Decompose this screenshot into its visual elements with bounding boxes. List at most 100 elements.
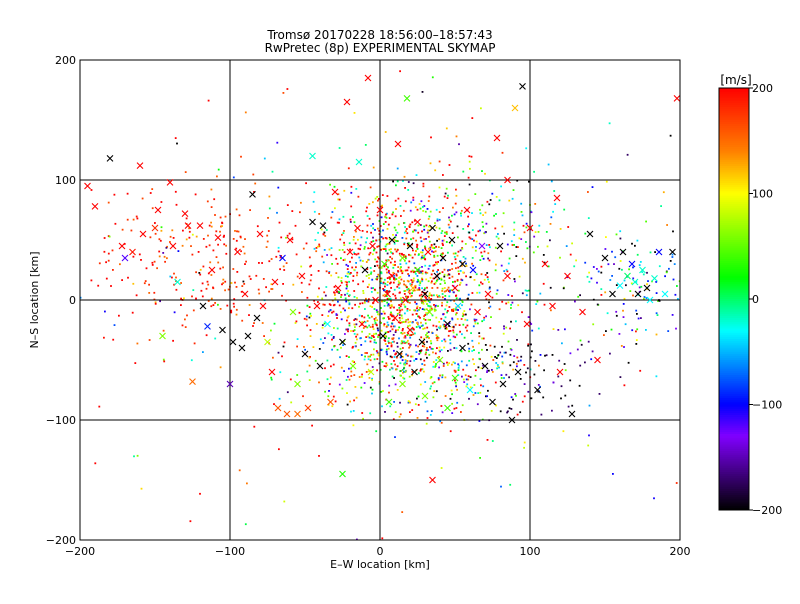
background-point — [442, 362, 445, 365]
background-point — [366, 230, 368, 233]
colorbar-segment — [719, 187, 749, 190]
background-point — [402, 347, 404, 349]
colorbar-segment — [719, 343, 749, 346]
background-point — [516, 179, 519, 182]
background-point — [398, 307, 401, 309]
background-point — [438, 366, 440, 369]
background-point — [340, 366, 343, 369]
background-point — [396, 365, 399, 368]
background-point — [370, 231, 372, 234]
colorbar-segment — [719, 328, 749, 332]
background-point — [435, 294, 438, 297]
background-point — [328, 248, 331, 251]
background-point — [352, 275, 355, 277]
background-point — [380, 280, 382, 283]
background-point — [333, 286, 336, 288]
background-point — [490, 316, 492, 318]
background-point — [538, 364, 540, 367]
background-point — [376, 260, 379, 263]
background-point — [468, 223, 470, 226]
background-point — [351, 256, 353, 259]
background-point — [392, 334, 395, 336]
background-point — [436, 278, 439, 281]
background-point — [423, 300, 425, 302]
background-point — [407, 181, 410, 183]
background-point — [215, 256, 218, 258]
background-point — [383, 278, 386, 281]
background-point — [342, 232, 345, 234]
colorbar-segment — [719, 307, 749, 310]
background-point — [654, 251, 656, 253]
background-point — [222, 236, 225, 238]
background-point — [136, 342, 139, 345]
background-point — [453, 300, 456, 302]
colorbar-segment — [719, 366, 749, 370]
background-point — [530, 397, 533, 400]
background-point — [273, 403, 275, 405]
background-point — [534, 203, 537, 205]
background-point — [447, 269, 450, 271]
background-point — [348, 322, 351, 325]
background-point — [202, 351, 204, 353]
background-point — [226, 304, 229, 307]
colorbar-segment — [719, 358, 749, 361]
colorbar-segment — [719, 244, 749, 247]
background-point — [412, 327, 415, 330]
background-point — [406, 279, 409, 282]
data-marker — [169, 242, 177, 250]
background-point — [605, 330, 607, 332]
background-point — [350, 272, 352, 274]
background-point — [406, 308, 409, 310]
background-point — [332, 304, 335, 307]
colorbar-segment — [719, 425, 749, 429]
background-point — [415, 174, 418, 176]
background-point — [441, 290, 444, 292]
background-point — [381, 360, 384, 363]
data-marker — [454, 302, 462, 310]
background-point — [270, 378, 273, 381]
background-point — [290, 401, 293, 404]
background-point — [453, 407, 456, 410]
background-point — [514, 280, 516, 283]
background-point — [309, 279, 312, 282]
background-point — [443, 325, 445, 328]
background-point — [346, 319, 348, 322]
background-point — [171, 276, 173, 279]
background-point — [452, 308, 455, 310]
background-point — [234, 281, 236, 284]
background-point — [160, 229, 163, 232]
background-point — [628, 268, 630, 271]
data-marker — [154, 206, 162, 214]
background-point — [501, 225, 504, 228]
background-point — [442, 244, 444, 246]
background-point — [471, 229, 474, 231]
background-point — [366, 268, 369, 270]
background-point — [428, 353, 431, 356]
background-point — [533, 235, 536, 238]
background-point — [420, 200, 423, 203]
background-point — [407, 321, 410, 324]
background-point — [357, 349, 360, 351]
background-point — [549, 223, 552, 225]
data-marker — [208, 266, 216, 274]
colorbar-segment — [719, 252, 749, 256]
background-point — [479, 457, 481, 459]
background-point — [163, 255, 166, 258]
background-point — [434, 304, 437, 307]
background-point — [441, 376, 444, 379]
background-point — [428, 240, 431, 243]
background-point — [660, 205, 662, 207]
background-point — [392, 180, 394, 183]
background-point — [456, 280, 459, 282]
colorbar-segment — [719, 305, 749, 308]
background-point — [438, 160, 441, 163]
background-point — [359, 259, 362, 262]
background-point — [430, 245, 433, 248]
colorbar-segment — [719, 134, 749, 137]
background-point — [509, 353, 512, 356]
background-point — [270, 258, 273, 260]
background-point — [448, 216, 450, 219]
background-point — [286, 234, 289, 237]
background-point — [399, 322, 402, 324]
